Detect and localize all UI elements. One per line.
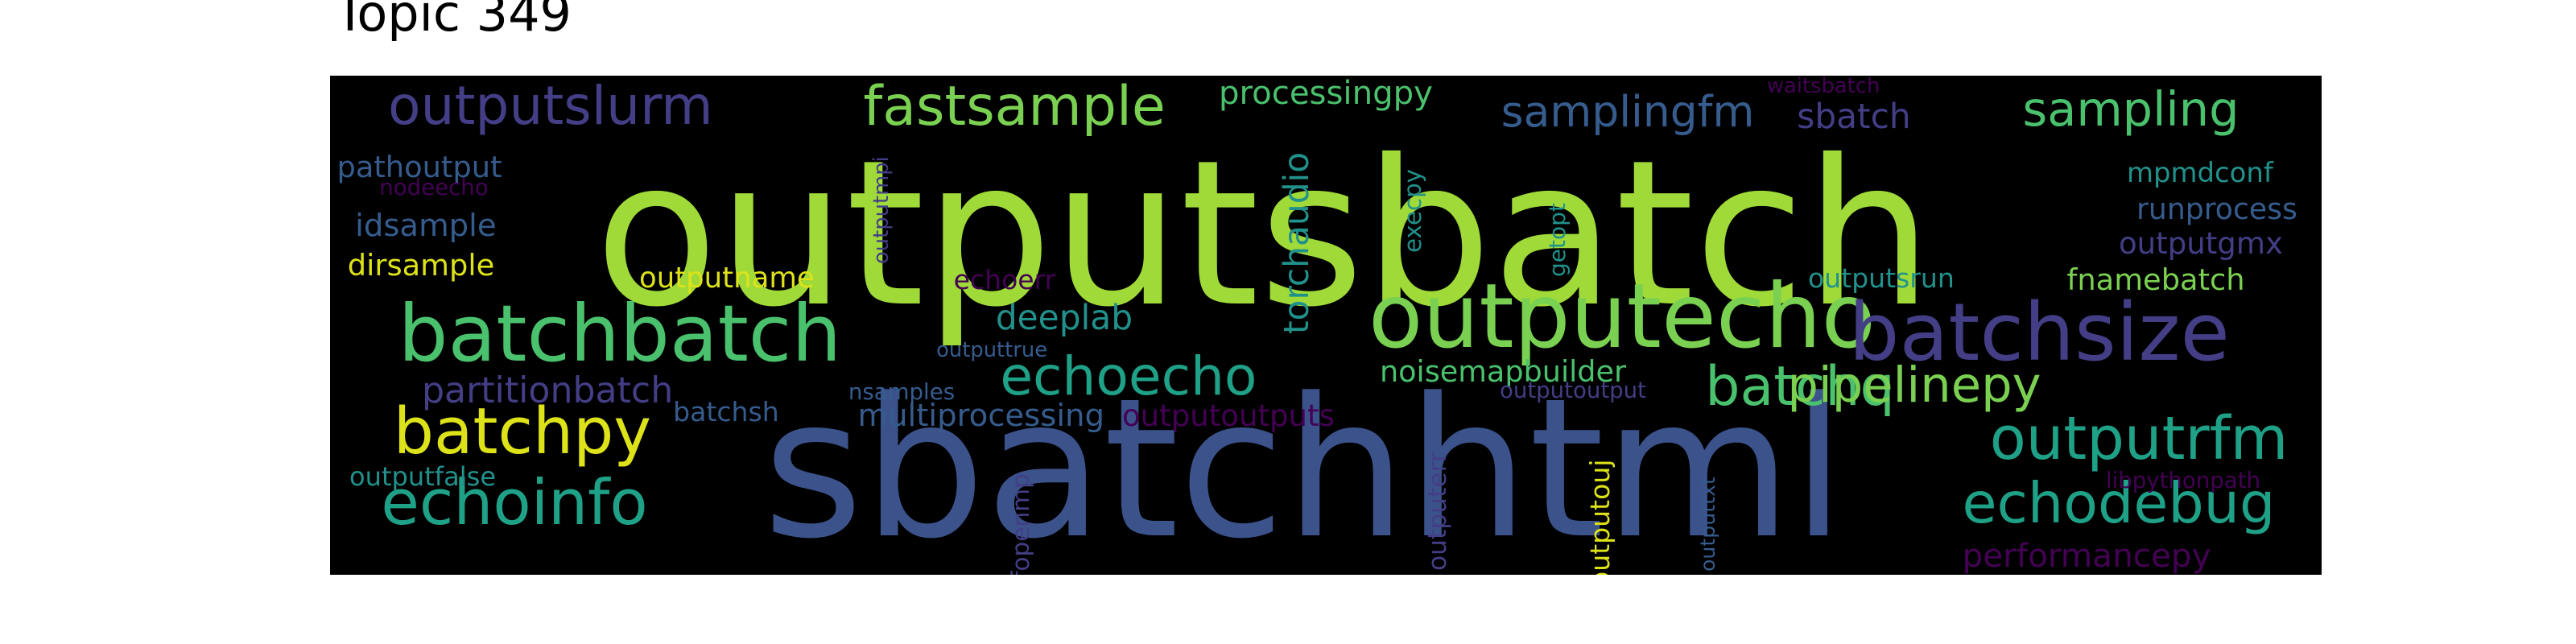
word-sbatchhtml: sbatchhtml [762, 357, 1846, 575]
word-outputoutputs: outputoutputs [1122, 398, 1335, 434]
word-outputgmx: outputgmx [2119, 226, 2283, 262]
word-pipelinepy: pipelinepy [1787, 357, 2041, 414]
word-outputoutput: outputoutput [1499, 377, 1646, 404]
word-libpythonpath: libpythonpath [2105, 467, 2261, 494]
word-sampling: sampling [2022, 80, 2240, 137]
word-noisemapbuilder: noisemapbuilder [1380, 353, 1627, 389]
word-outputmpi: outputmpi [869, 156, 894, 264]
word-processingpy: processingpy [1219, 76, 1433, 112]
word-sbatch: sbatch [1797, 96, 1911, 136]
word-echodebug: echodebug [1962, 471, 2276, 537]
word-cloud: outputsbatch sbatchhtml batchbatch outpu… [330, 76, 2322, 575]
word-mpmdconf: mpmdconf [2127, 157, 2273, 189]
word-outputrfm: outputrfm [1989, 405, 2289, 474]
word-getopt: getopt [1543, 203, 1571, 277]
word-waitsbatch: waitsbatch [1766, 76, 1880, 99]
word-batchpy: batchpy [393, 394, 652, 469]
word-outputecho: outputecho [1368, 265, 1876, 369]
word-runprocess: runprocess [2136, 191, 2297, 226]
word-outputtrue: outputtrue [936, 338, 1048, 363]
word-outputouj: outputouj [1584, 459, 1616, 575]
word-outputname: outputname [639, 262, 815, 295]
word-batchbatch: batchbatch [398, 287, 842, 380]
word-outputtxt: outputtxt [1696, 477, 1720, 572]
word-deeplab: deeplab [995, 297, 1133, 337]
word-pathoutput: pathoutput [336, 149, 502, 184]
word-batchsh: batchsh [673, 396, 779, 428]
word-nodeecho: nodeecho [379, 174, 489, 201]
word-idsample: idsample [355, 207, 497, 244]
word-execpy: execpy [1399, 168, 1427, 253]
word-samplingfm: samplingfm [1501, 86, 1755, 138]
word-batchq: batchq [1705, 354, 1895, 419]
word-partitionbatch: partitionbatch [421, 369, 674, 411]
word-fastsample: fastsample [863, 76, 1166, 138]
word-outputsbatch: outputsbatch [594, 117, 1933, 352]
word-torchaudio: torchaudio [1276, 151, 1316, 335]
word-outputslurm: outputslurm [388, 76, 713, 137]
word-fopenmp: fopenmp [1007, 473, 1035, 575]
word-nsamples: nsamples [848, 378, 956, 406]
word-outputerr: outputerr [1423, 452, 1453, 571]
word-echoinfo: echoinfo [381, 467, 648, 540]
word-outputsrun: outputsrun [1807, 262, 1955, 295]
chart-title: Topic 349 [335, 0, 572, 43]
word-multiprocessing: multiprocessing [857, 397, 1105, 434]
word-echoecho: echoecho [1000, 345, 1257, 407]
word-batchsize: batchsize [1848, 287, 2230, 380]
word-dirsample: dirsample [347, 247, 495, 283]
word-outputfalse: outputfalse [349, 460, 497, 492]
word-echoerr: echoerr [953, 264, 1056, 296]
word-fnamebatch: fnamebatch [2066, 262, 2245, 297]
word-performancepy: performancepy [1962, 535, 2211, 575]
